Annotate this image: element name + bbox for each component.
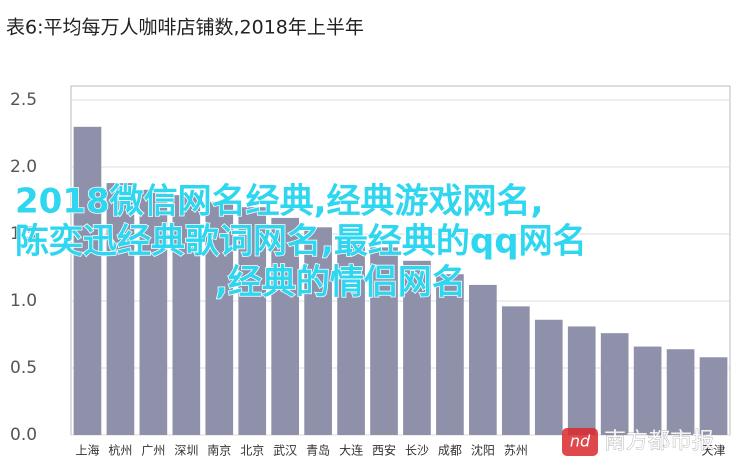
bar: [172, 195, 201, 435]
x-tick-label: 深圳: [174, 444, 198, 458]
bar: [337, 239, 365, 435]
bar: [403, 260, 431, 435]
bar: [205, 201, 234, 435]
bar: [633, 346, 662, 435]
y-tick-label: 1.5: [10, 224, 37, 244]
bar: [271, 217, 300, 435]
x-tick-label: 上海: [75, 443, 99, 458]
bar: [436, 274, 464, 435]
watermark: 南方都市报: [604, 429, 714, 454]
overlay-text: 2018微信网名经典,经典游戏网名,: [15, 182, 543, 222]
x-tick-label: 广州: [141, 444, 165, 458]
y-tick-label: 1.0: [10, 291, 37, 311]
marks: 0.0 0.5 1.0 1.5 2.0 2.5 上海 杭州 广州 深圳 南京 北京 武汉 青岛 大连 西安 长沙…: [10, 90, 730, 458]
bar: [534, 319, 563, 435]
x-tick-label: 苏州: [504, 444, 528, 458]
bar: [139, 189, 168, 435]
bar: [567, 326, 596, 435]
bar: [600, 333, 629, 435]
bar: [73, 126, 102, 436]
bar: [370, 247, 398, 435]
x-tick-label: 天津: [702, 444, 726, 458]
chart-title: 表6:平均每万人咖啡店铺数,2018年上半年: [6, 17, 364, 39]
bar: [238, 207, 267, 435]
bar: [501, 306, 530, 435]
bar: [666, 349, 695, 435]
x-tick-label: 杭州: [108, 443, 132, 458]
x-tick-label: 武汉: [273, 444, 297, 458]
bar: [106, 183, 135, 435]
x-tick-label: 南京: [207, 443, 231, 458]
x-tick-label: 沈阳: [471, 443, 495, 458]
y-tick-label: 2.5: [10, 90, 37, 110]
bar: [699, 357, 728, 435]
x-tick-label: 大连: [339, 443, 363, 458]
x-tick-label: 西安: [372, 443, 396, 458]
y-tick-label: 0.5: [10, 358, 37, 378]
bar: [469, 284, 497, 435]
x-tick-label: 成都: [438, 444, 462, 458]
y-tick-label: 0.0: [10, 425, 37, 445]
logo-box: [562, 428, 598, 456]
logo: nd: [570, 432, 591, 451]
y-tick-label: 2.0: [10, 157, 37, 177]
x-tick-label: 长沙: [405, 444, 429, 458]
x-tick-label: 北京: [240, 444, 264, 458]
bar: [304, 227, 332, 435]
overlay-text: 陈奕迅经典歌词网名,最经典的qq网名: [15, 222, 587, 262]
x-tick-label: 青岛: [306, 443, 330, 458]
overlay-text: ,经典的情侣网名: [215, 263, 466, 303]
